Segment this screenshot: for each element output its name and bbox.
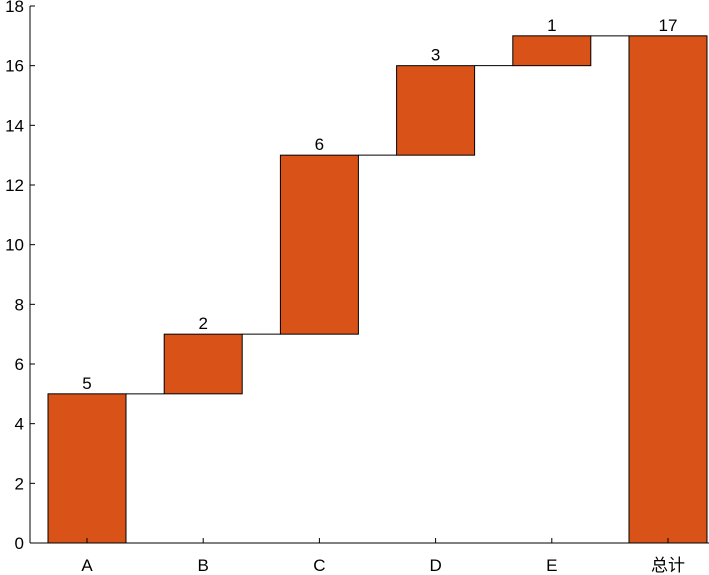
bar-1 <box>47 393 127 544</box>
data-label: 17 <box>659 16 678 35</box>
data-label: 1 <box>547 16 556 35</box>
y-tick-label: 4 <box>15 415 24 434</box>
bar-4 <box>396 65 476 156</box>
y-tick-label: 14 <box>5 116 24 135</box>
y-tick-label: 6 <box>15 355 24 374</box>
data-label: 2 <box>198 314 207 333</box>
data-labels: 5 2 6 3 1 17 <box>82 16 677 393</box>
x-ticks: A B C D E 总计 <box>81 538 685 575</box>
data-label: 6 <box>315 135 324 154</box>
x-tick-label: A <box>81 556 93 575</box>
bar-2 <box>163 333 243 395</box>
connector-lines <box>126 35 629 395</box>
x-tick-label: D <box>429 556 441 575</box>
data-label: 5 <box>82 374 91 393</box>
y-tick-label: 18 <box>5 0 24 16</box>
x-tick-label: E <box>546 556 557 575</box>
data-label: 3 <box>431 46 440 65</box>
x-tick-label: B <box>198 556 209 575</box>
y-tick-label: 0 <box>15 534 24 553</box>
y-tick-label: 8 <box>15 295 24 314</box>
axes <box>29 6 709 544</box>
bar-3 <box>279 154 359 335</box>
x-tick-label: 总计 <box>651 556 685 575</box>
y-tick-label: 12 <box>5 176 24 195</box>
y-tick-label: 2 <box>15 474 24 493</box>
bars <box>47 35 708 544</box>
x-tick-label: C <box>313 556 325 575</box>
y-tick-label: 10 <box>5 236 24 255</box>
y-ticks: 0 2 4 6 8 10 12 14 16 18 <box>5 0 35 553</box>
y-tick-label: 16 <box>5 57 24 76</box>
bar-6 <box>628 35 708 544</box>
bar-5 <box>512 35 592 67</box>
